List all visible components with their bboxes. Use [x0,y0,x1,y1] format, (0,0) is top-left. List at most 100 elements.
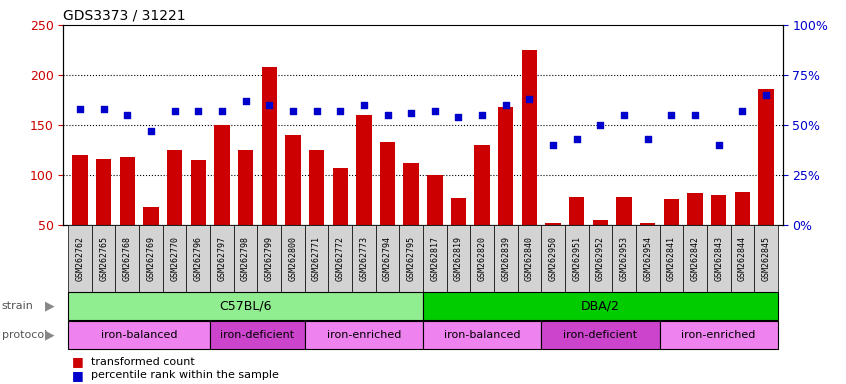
Point [452,114,465,120]
Bar [328,225,352,292]
Point [120,112,134,118]
Text: DBA/2: DBA/2 [581,300,620,313]
Bar [475,145,490,225]
Bar [730,225,754,292]
Bar [711,195,727,225]
Point [215,108,228,114]
Bar [447,225,470,292]
Bar [663,199,679,225]
Point [97,106,111,112]
Bar [640,223,656,225]
Point [759,92,772,98]
Bar [309,150,324,225]
Point [428,108,442,114]
Bar [69,321,210,349]
Text: GSM262794: GSM262794 [383,236,392,281]
Bar [332,168,348,225]
Bar [423,225,447,292]
Bar [546,223,561,225]
Bar [423,293,777,320]
Bar [143,207,159,225]
Bar [162,225,186,292]
Bar [356,115,371,225]
Bar [687,193,703,225]
Text: strain: strain [2,301,34,311]
Bar [261,67,277,225]
Bar [636,225,660,292]
Text: GSM262799: GSM262799 [265,236,274,281]
Point [499,102,513,108]
Bar [589,225,613,292]
Point [735,108,749,114]
Bar [617,197,632,225]
Bar [613,225,636,292]
Bar [285,135,300,225]
Text: GSM262950: GSM262950 [548,236,558,281]
Text: GSM262841: GSM262841 [667,236,676,281]
Bar [734,192,750,225]
Point [665,112,678,118]
Point [689,112,702,118]
Text: GSM262817: GSM262817 [431,236,439,281]
Bar [423,321,541,349]
Bar [494,225,518,292]
Bar [352,225,376,292]
Bar [233,225,257,292]
Point [286,108,299,114]
Text: GSM262795: GSM262795 [407,236,415,281]
Bar [541,321,660,349]
Bar [498,107,514,225]
Point [570,136,584,142]
Text: GSM262798: GSM262798 [241,236,250,281]
Text: GSM262769: GSM262769 [146,236,156,281]
Point [168,108,181,114]
Text: GSM262843: GSM262843 [714,236,723,281]
Point [547,142,560,148]
Point [381,112,394,118]
Bar [72,155,88,225]
Bar [569,197,585,225]
Point [333,108,347,114]
Bar [660,321,777,349]
Text: GSM262952: GSM262952 [596,236,605,281]
Text: protocol: protocol [2,330,47,340]
Text: iron-enriched: iron-enriched [682,330,755,340]
Text: GSM262770: GSM262770 [170,236,179,281]
Bar [305,321,423,349]
Point [144,128,157,134]
Bar [380,142,395,225]
Bar [565,225,589,292]
Bar [92,225,116,292]
Text: ▶: ▶ [45,300,54,313]
Point [641,136,655,142]
Bar [754,225,777,292]
Text: GSM262839: GSM262839 [502,236,510,281]
Bar [281,225,305,292]
Text: GDS3373 / 31221: GDS3373 / 31221 [63,8,186,22]
Text: GSM262800: GSM262800 [288,236,298,281]
Bar [404,163,419,225]
Point [712,142,726,148]
Text: GSM262845: GSM262845 [761,236,771,281]
Text: GSM262844: GSM262844 [738,236,747,281]
Bar [522,50,537,225]
Text: ■: ■ [72,369,84,382]
Text: GSM262842: GSM262842 [690,236,700,281]
Text: transformed count: transformed count [91,356,195,367]
Bar [257,225,281,292]
Text: GSM262820: GSM262820 [478,236,486,281]
Bar [758,89,774,225]
Bar [541,225,565,292]
Point [191,108,205,114]
Point [357,102,371,108]
Bar [167,150,183,225]
Bar [69,293,423,320]
Bar [593,220,608,225]
Text: iron-balanced: iron-balanced [101,330,178,340]
Bar [214,125,229,225]
Bar [707,225,730,292]
Bar [210,225,233,292]
Point [310,108,323,114]
Text: GSM262840: GSM262840 [525,236,534,281]
Bar [427,175,442,225]
